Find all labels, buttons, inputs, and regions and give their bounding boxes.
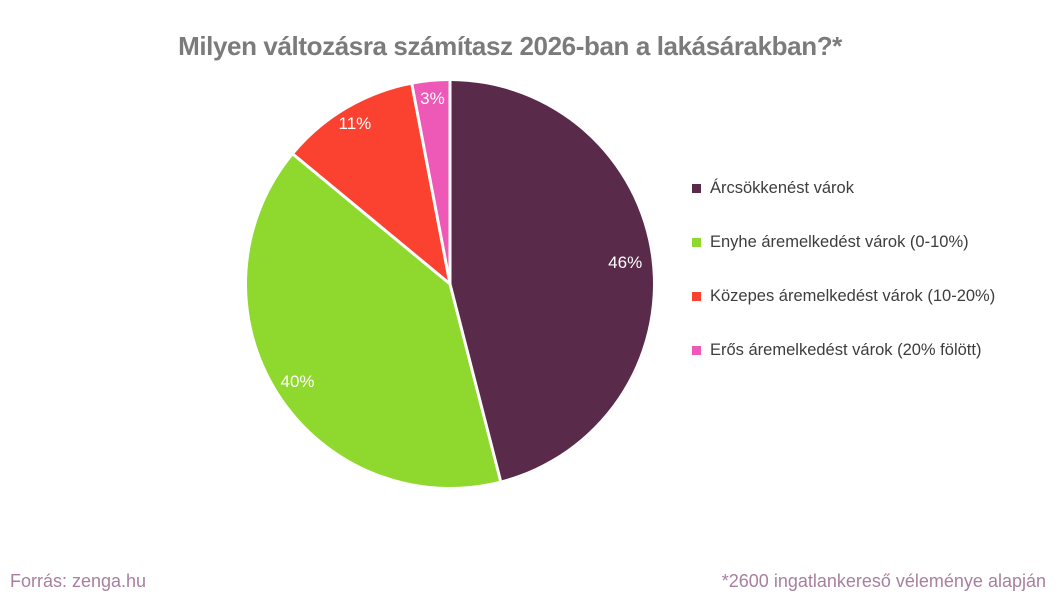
legend-item: Árcsökkenést várok <box>692 177 995 199</box>
source-text: Forrás: zenga.hu <box>10 571 147 591</box>
legend-item: Erős áremelkedést várok (20% fölött) <box>692 339 995 361</box>
pie-slice-1 <box>450 81 653 481</box>
pie-chart-svg: 46% 40% 11% 3% <box>247 81 653 487</box>
legend-swatch-icon <box>692 237 701 247</box>
pie-slice-2 <box>247 154 501 487</box>
legend: Árcsökkenést várok Enyhe áremelkedést vá… <box>692 177 995 393</box>
footnote-text: *2600 ingatlankereső véleménye alapján <box>721 571 1046 591</box>
legend-item: Enyhe áremelkedést várok (0-10%) <box>692 231 995 253</box>
legend-swatch-icon <box>692 345 701 355</box>
legend-label: Közepes áremelkedést várok (10-20%) <box>710 286 996 305</box>
pie-chart: 46% 40% 11% 3% <box>240 74 660 494</box>
legend-label: Enyhe áremelkedést várok (0-10%) <box>710 232 969 251</box>
legend-label: Árcsökkenést várok <box>710 178 854 197</box>
slice-divider <box>448 283 502 481</box>
legend-swatch-icon <box>692 291 701 301</box>
slice-divider <box>292 153 451 286</box>
pie-slice-3 <box>293 84 450 284</box>
slice-value-label: 40% <box>280 372 314 391</box>
chart-title: Milyen változásra számítasz 2026-ban a l… <box>178 31 842 61</box>
slice-value-label: 3% <box>420 89 445 108</box>
legend-swatch-icon <box>692 183 701 193</box>
legend-item: Közepes áremelkedést várok (10-20%) <box>692 285 995 307</box>
legend-label: Erős áremelkedést várok (20% fölött) <box>710 340 982 359</box>
slice-value-label: 11% <box>339 114 372 133</box>
slice-divider <box>410 84 452 285</box>
slice-value-label: 46% <box>608 253 642 272</box>
